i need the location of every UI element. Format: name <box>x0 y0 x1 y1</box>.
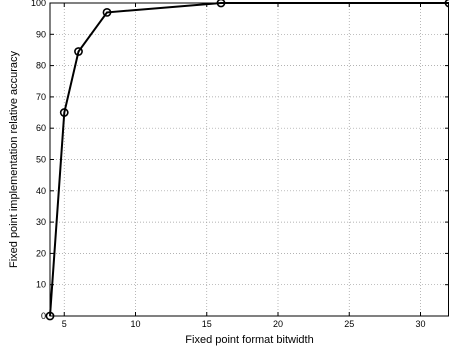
data-point-marker <box>59 108 69 117</box>
grid <box>50 3 449 316</box>
series <box>45 0 449 321</box>
y-tick-label: 30 <box>36 217 46 227</box>
y-tick-label: 100 <box>31 0 46 8</box>
x-tick-label: 10 <box>130 319 140 329</box>
x-tick-label: 25 <box>344 319 354 329</box>
x-tick-label: 15 <box>202 319 212 329</box>
y-tick-label: 90 <box>36 29 46 39</box>
plot-frame <box>49 2 449 317</box>
y-axis-title: Fixed point implementation relative accu… <box>8 50 20 268</box>
x-tick-label: 5 <box>62 319 67 329</box>
data-point-marker <box>74 47 83 56</box>
y-tick-labels: 0 10 20 30 40 50 60 70 80 90 100 <box>31 0 46 321</box>
y-tick-label: 10 <box>36 280 46 290</box>
x-tick-label: 30 <box>415 319 425 329</box>
y-tick-label: 60 <box>36 123 46 133</box>
y-tick-label: 70 <box>36 92 46 102</box>
y-tick-label: 80 <box>36 61 46 71</box>
y-tick-label: 20 <box>36 248 46 258</box>
x-tick-labels: 5 10 15 20 25 30 <box>62 319 426 329</box>
data-point-marker <box>102 7 112 17</box>
x-axis-title: Fixed point format bitwidth <box>185 334 313 346</box>
y-tick-label: 0 <box>41 311 46 321</box>
x-tick-label: 20 <box>273 319 283 329</box>
y-tick-label: 50 <box>36 155 46 165</box>
y-tick-label: 40 <box>36 186 46 196</box>
